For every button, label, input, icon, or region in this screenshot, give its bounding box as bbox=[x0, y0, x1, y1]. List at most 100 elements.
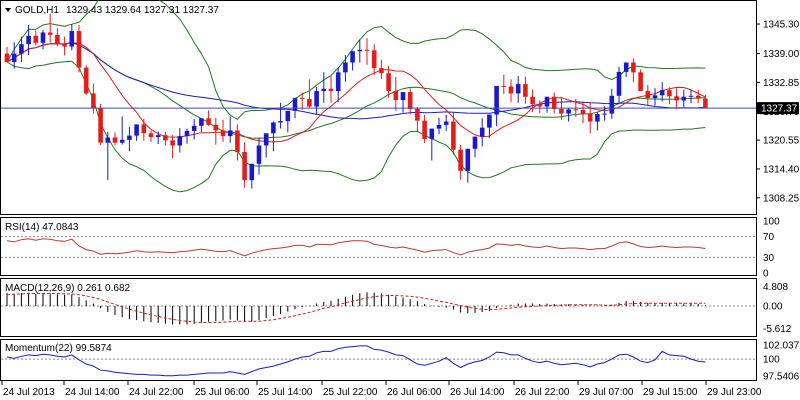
candle-body bbox=[551, 96, 557, 109]
candle-body bbox=[299, 98, 305, 100]
time-tick-label: 25 Jul 22:00 bbox=[323, 387, 378, 398]
candle bbox=[40, 30, 46, 50]
candle bbox=[134, 124, 139, 141]
candle bbox=[472, 136, 478, 158]
candle-body bbox=[292, 98, 298, 111]
candle bbox=[616, 66, 622, 105]
candle-body bbox=[379, 68, 384, 74]
candle-body bbox=[55, 34, 60, 45]
candle-body bbox=[465, 148, 471, 171]
candle bbox=[26, 24, 31, 55]
candle-body bbox=[350, 51, 355, 63]
candle-body bbox=[400, 92, 406, 100]
price-tick-label: 1308.25 bbox=[763, 193, 800, 204]
candle bbox=[278, 102, 283, 129]
candle bbox=[631, 58, 636, 83]
time-tick-label: 24 Jul 2013 bbox=[3, 387, 55, 398]
candle-body bbox=[256, 145, 262, 164]
candle-body bbox=[609, 95, 615, 114]
candle bbox=[307, 79, 312, 109]
candle bbox=[220, 119, 226, 142]
candle bbox=[148, 130, 154, 142]
candle-body bbox=[501, 85, 507, 87]
candle bbox=[19, 36, 24, 63]
candle-body bbox=[371, 50, 377, 69]
dropdown-triangle-icon[interactable] bbox=[5, 8, 11, 12]
candle-body bbox=[487, 114, 492, 128]
rsi-line bbox=[6, 238, 706, 257]
price-tick-label: 1314.40 bbox=[763, 164, 800, 175]
rsi-panel-frame bbox=[0, 217, 757, 276]
candle-body bbox=[479, 127, 485, 137]
candle-body bbox=[667, 90, 672, 97]
candle-body bbox=[508, 86, 514, 94]
candle-body bbox=[249, 163, 255, 181]
candle bbox=[199, 118, 204, 132]
candle-body bbox=[47, 32, 53, 35]
candle bbox=[227, 116, 233, 143]
time-tick-label: 25 Jul 14:00 bbox=[258, 387, 313, 398]
candle-body bbox=[364, 49, 370, 51]
candle-body bbox=[602, 113, 607, 115]
candle bbox=[328, 75, 334, 103]
candle bbox=[184, 128, 190, 144]
candle bbox=[127, 126, 132, 152]
candle-body bbox=[451, 121, 456, 150]
time-tick-label: 29 Jul 15:00 bbox=[643, 387, 698, 398]
candle-body bbox=[314, 91, 319, 107]
candle bbox=[98, 103, 103, 146]
candle bbox=[688, 90, 694, 104]
candle bbox=[638, 69, 643, 92]
candle-body bbox=[631, 62, 636, 73]
candle bbox=[443, 115, 449, 131]
rsi-tick-label: 100 bbox=[763, 217, 780, 228]
momentum-panel-frame bbox=[0, 339, 757, 381]
candle bbox=[163, 131, 168, 146]
candle-body bbox=[681, 96, 687, 101]
candle-body bbox=[112, 137, 118, 143]
candle bbox=[271, 121, 276, 152]
bollinger-lower-line bbox=[6, 60, 706, 193]
bollinger-bands bbox=[6, 0, 706, 193]
ohlc-label: 1329.43 1329.64 1327.31 1327.37 bbox=[66, 5, 219, 16]
candle bbox=[407, 88, 413, 115]
candle-body bbox=[422, 120, 427, 139]
candle bbox=[112, 132, 118, 146]
price-tick-label: 1320.55 bbox=[763, 136, 800, 147]
candle bbox=[587, 102, 593, 134]
candle bbox=[350, 50, 355, 71]
candle bbox=[566, 108, 571, 122]
candle bbox=[105, 131, 111, 181]
candle-body bbox=[386, 73, 391, 92]
candle bbox=[321, 72, 327, 103]
candle bbox=[415, 107, 420, 132]
candle-body bbox=[33, 35, 39, 43]
time-tick-label: 26 Jul 22:00 bbox=[515, 387, 570, 398]
candle-body bbox=[177, 136, 183, 146]
candle bbox=[33, 30, 39, 46]
candle bbox=[695, 89, 701, 104]
candle bbox=[429, 128, 435, 161]
candle bbox=[508, 79, 514, 103]
candle-body bbox=[184, 130, 190, 137]
candle bbox=[523, 76, 528, 104]
candle-body bbox=[321, 88, 327, 92]
candle bbox=[652, 88, 658, 106]
candle-body bbox=[76, 31, 82, 68]
candle-body bbox=[587, 113, 593, 122]
candle bbox=[595, 111, 600, 131]
time-tick-label: 29 Jul 23:00 bbox=[707, 387, 762, 398]
candle bbox=[659, 82, 665, 102]
current-price-tag bbox=[757, 102, 799, 115]
candle bbox=[292, 98, 298, 119]
candle-body bbox=[98, 108, 103, 143]
candle-body bbox=[638, 72, 643, 92]
candle-body bbox=[429, 128, 435, 139]
candle bbox=[544, 96, 550, 113]
moving-average-slow-line bbox=[6, 42, 706, 120]
candle bbox=[263, 133, 269, 158]
candle-body bbox=[11, 53, 17, 63]
price-panel: 1345.301339.001332.851326.701320.551314.… bbox=[1, 0, 800, 204]
candle bbox=[703, 94, 708, 109]
